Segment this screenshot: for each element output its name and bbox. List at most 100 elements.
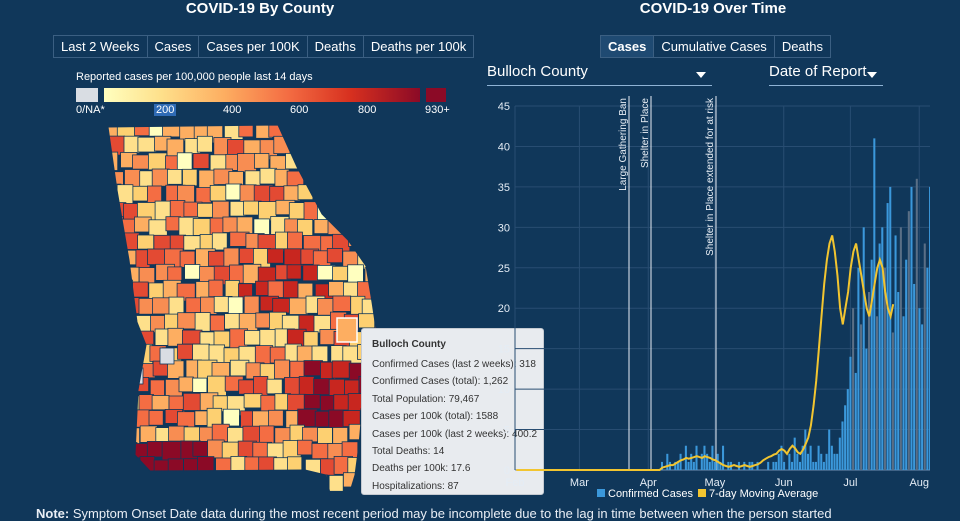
- county-shape[interactable]: [284, 474, 303, 495]
- county-shape[interactable]: [356, 217, 373, 235]
- county-shape[interactable]: [105, 440, 122, 458]
- county-shape[interactable]: [311, 345, 329, 363]
- county-shape[interactable]: [356, 152, 375, 172]
- county-shape[interactable]: [162, 122, 183, 138]
- county-shape[interactable]: [207, 439, 225, 459]
- county-shape[interactable]: [108, 427, 128, 444]
- county-shape[interactable]: [348, 200, 369, 220]
- county-shape[interactable]: [259, 167, 277, 185]
- county-shape[interactable]: [328, 152, 348, 172]
- county-shape[interactable]: [227, 427, 245, 444]
- county-shape[interactable]: [103, 409, 122, 425]
- county-shape[interactable]: [161, 440, 183, 461]
- county-shape[interactable]: [266, 378, 283, 395]
- county-shape[interactable]: [287, 393, 306, 411]
- county-shape[interactable]: [209, 184, 227, 202]
- county-shape[interactable]: [148, 282, 166, 300]
- county-shape[interactable]: [148, 410, 164, 426]
- county-shape[interactable]: [107, 235, 128, 255]
- county-shape[interactable]: [105, 279, 125, 296]
- county-shape[interactable]: [297, 408, 318, 428]
- county-shape[interactable]: [118, 312, 136, 328]
- county-shape[interactable]: [313, 152, 332, 169]
- county-shape[interactable]: [332, 170, 351, 190]
- county-shape[interactable]: [177, 343, 195, 360]
- county-shape[interactable]: [123, 135, 141, 154]
- county-shape[interactable]: [364, 136, 381, 154]
- county-shape[interactable]: [288, 297, 309, 315]
- county-shape[interactable]: [272, 297, 292, 314]
- county-shape[interactable]: [177, 312, 198, 330]
- county-shape[interactable]: [238, 247, 256, 264]
- county-shape[interactable]: [222, 408, 240, 427]
- county-shape[interactable]: [178, 376, 194, 393]
- tab-cases[interactable]: Cases: [147, 35, 200, 58]
- county-shape[interactable]: [104, 377, 124, 397]
- county-shape[interactable]: [381, 298, 400, 314]
- county-shape[interactable]: [149, 472, 167, 491]
- county-shape[interactable]: [148, 122, 165, 137]
- county-select[interactable]: Bulloch County: [487, 63, 712, 86]
- county-shape[interactable]: [165, 216, 181, 232]
- county-shape[interactable]: [211, 232, 228, 251]
- county-shape[interactable]: [103, 248, 118, 268]
- county-shape[interactable]: [208, 250, 226, 267]
- county-shape[interactable]: [151, 168, 170, 187]
- county-shape[interactable]: [254, 474, 275, 495]
- county-shape[interactable]: [239, 474, 260, 490]
- county-shape[interactable]: [287, 456, 303, 475]
- county-shape[interactable]: [108, 297, 126, 314]
- county-shape[interactable]: [319, 136, 336, 155]
- county-shape-highlighted[interactable]: [336, 317, 358, 343]
- county-shape[interactable]: [282, 123, 303, 144]
- county-shape[interactable]: [125, 328, 141, 349]
- county-shape[interactable]: [123, 297, 142, 315]
- county-shape[interactable]: [314, 410, 330, 428]
- county-shape[interactable]: [303, 360, 323, 377]
- county-shape[interactable]: [107, 265, 127, 287]
- county-shape[interactable]: [332, 265, 349, 281]
- county-shape[interactable]: [109, 458, 128, 476]
- county-shape[interactable]: [344, 187, 363, 206]
- county-shape[interactable]: [343, 124, 362, 141]
- county-shape[interactable]: [147, 152, 168, 171]
- county-shape[interactable]: [181, 329, 203, 345]
- county-shape[interactable]: [299, 123, 318, 138]
- county-shape[interactable]: [257, 266, 277, 283]
- county-shape[interactable]: [104, 216, 124, 233]
- county-shape[interactable]: [146, 440, 165, 458]
- county-shape[interactable]: [131, 474, 152, 493]
- county-shape[interactable]: [137, 136, 157, 153]
- tab-chart-deaths[interactable]: Deaths: [774, 35, 832, 58]
- county-shape[interactable]: [298, 376, 315, 396]
- date-type-select[interactable]: Date of Report: [769, 63, 883, 86]
- county-shape[interactable]: [194, 312, 211, 332]
- county-shape[interactable]: [139, 425, 158, 443]
- county-shape[interactable]: [305, 170, 326, 187]
- county-shape[interactable]: [103, 346, 119, 362]
- county-shape[interactable]: [311, 474, 328, 493]
- county-shape[interactable]: [183, 235, 203, 251]
- county-shape[interactable]: [179, 121, 196, 142]
- county-shape[interactable]: [253, 375, 269, 397]
- county-shape[interactable]: [118, 377, 134, 398]
- county-shape[interactable]: [197, 456, 215, 472]
- county-shape[interactable]: [312, 183, 332, 200]
- county-shape[interactable]: [195, 187, 212, 204]
- county-shape[interactable]: [253, 153, 270, 169]
- county-shape[interactable]: [374, 217, 395, 238]
- county-shape[interactable]: [282, 280, 299, 299]
- county-shape[interactable]: [285, 152, 302, 170]
- county-shape[interactable]: [223, 247, 240, 268]
- county-shape[interactable]: [243, 393, 263, 409]
- county-shape[interactable]: [312, 122, 332, 141]
- county-shape[interactable]: [289, 138, 308, 157]
- county-shape[interactable]: [326, 121, 345, 139]
- county-shape[interactable]: [286, 231, 303, 252]
- county-shape[interactable]: [297, 155, 318, 174]
- county-shape[interactable]: [376, 231, 396, 249]
- county-shape[interactable]: [147, 248, 166, 266]
- tab-cases-per-100k[interactable]: Cases per 100K: [199, 35, 308, 58]
- tab-deaths[interactable]: Deaths: [307, 35, 364, 58]
- county-shape[interactable]: [319, 458, 336, 476]
